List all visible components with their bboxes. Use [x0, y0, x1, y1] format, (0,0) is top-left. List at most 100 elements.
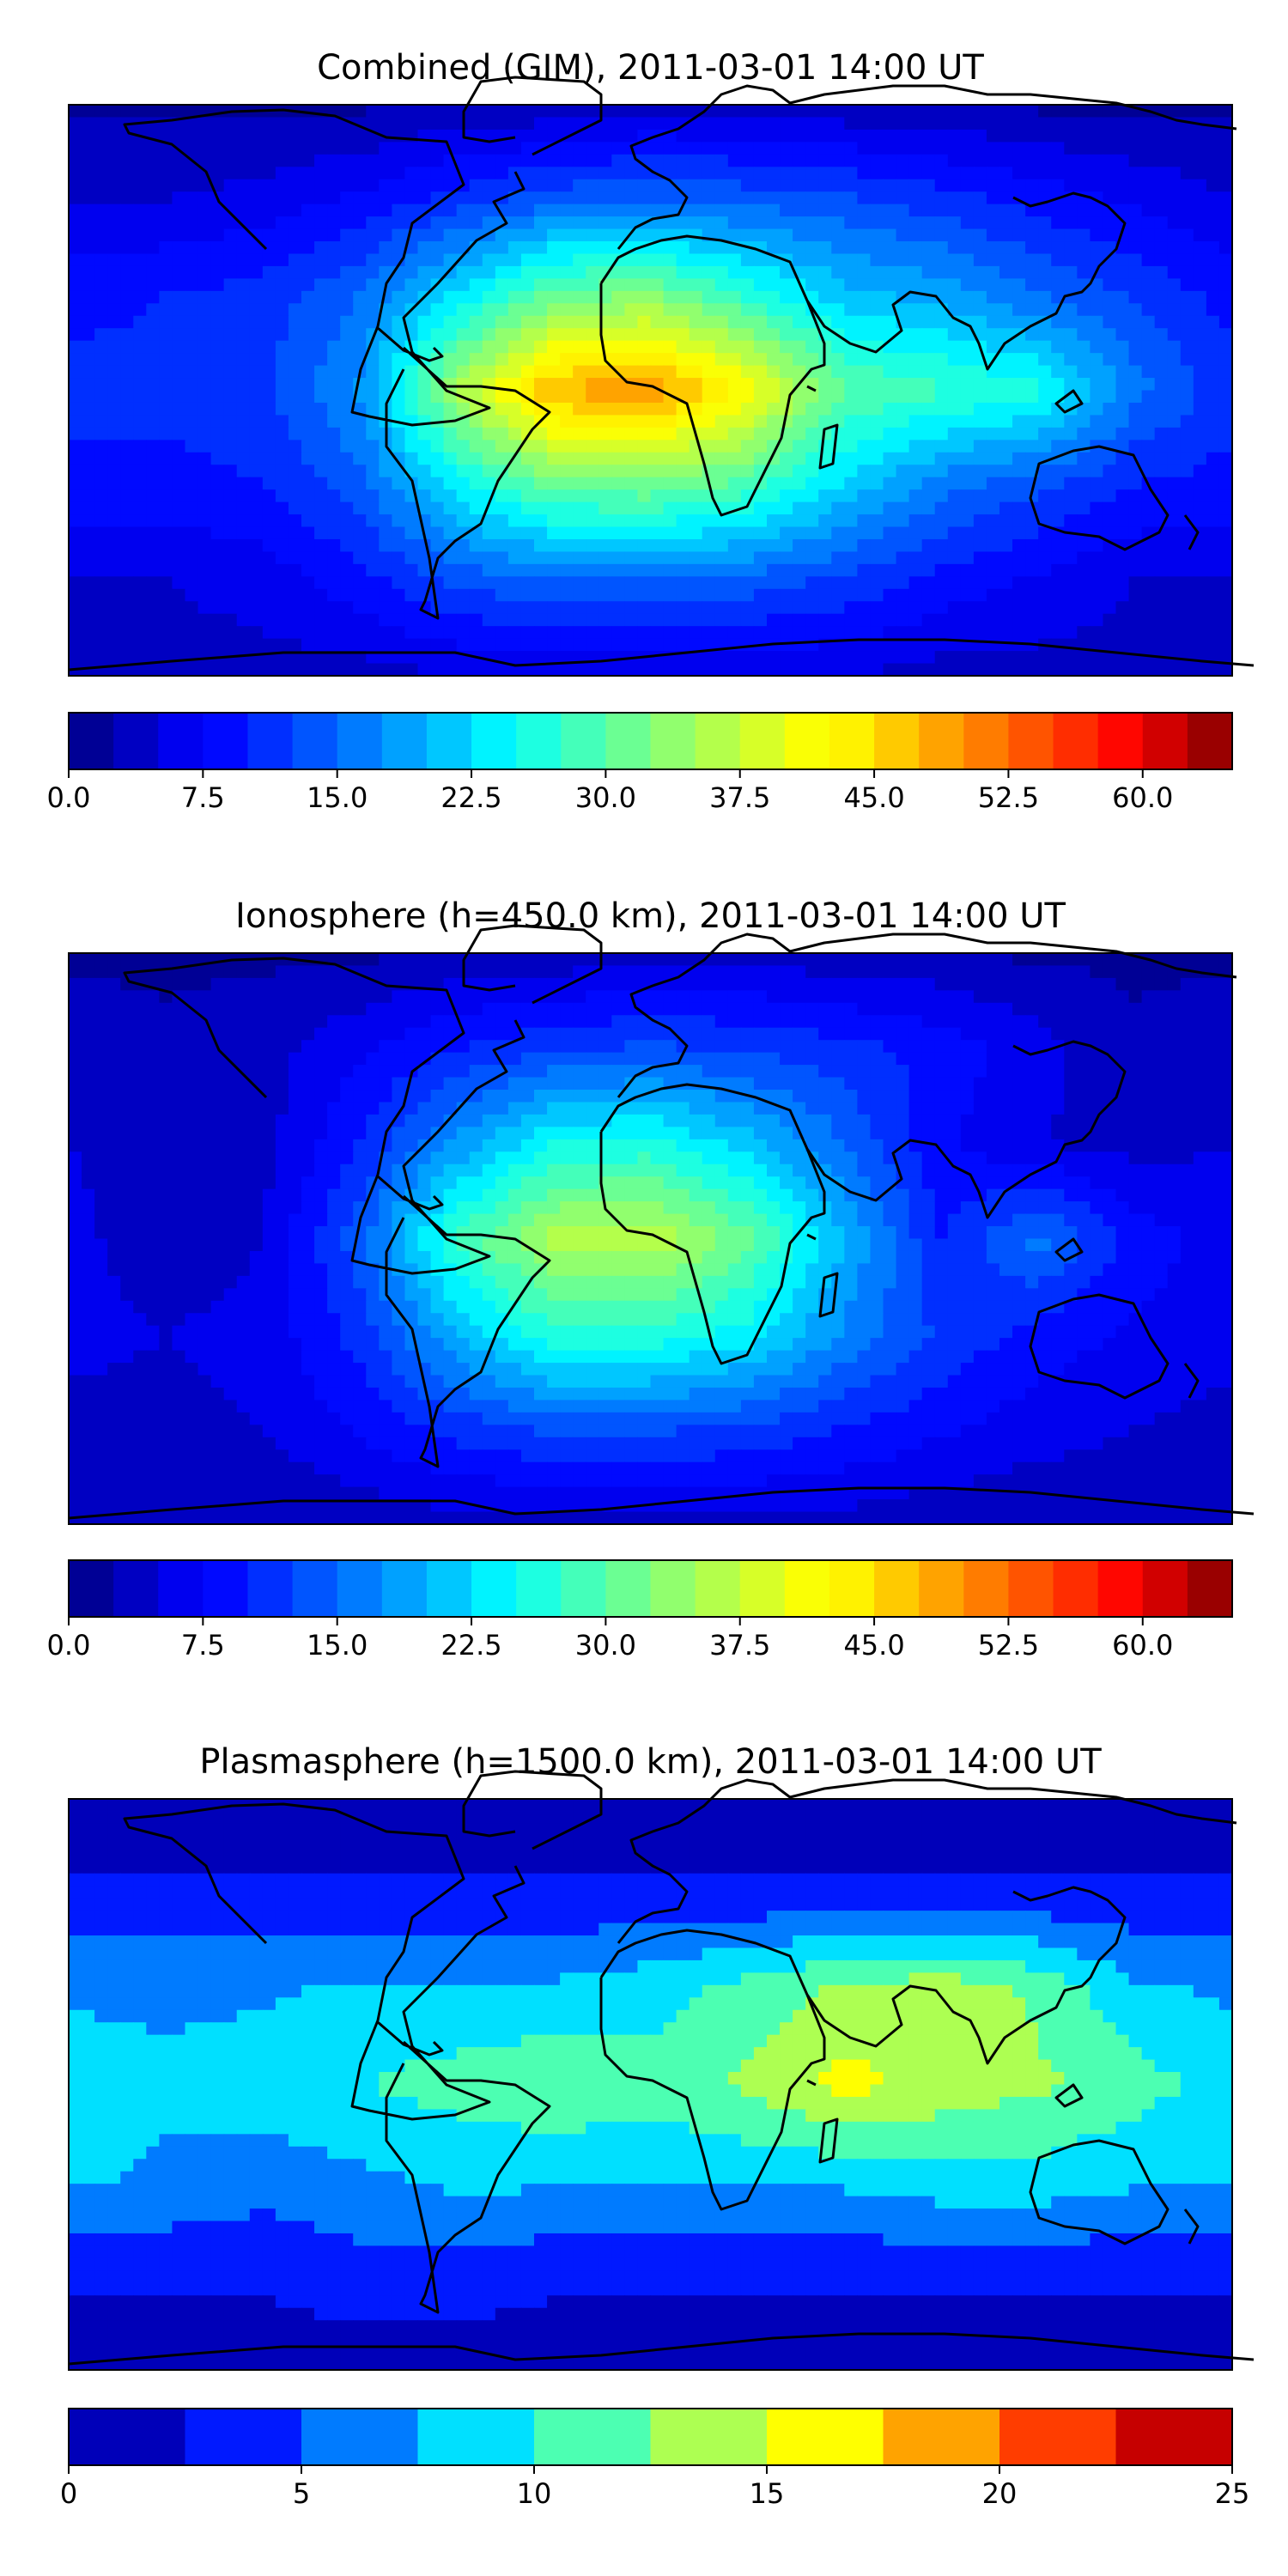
colorbar-tick-label: 7.5 — [181, 781, 225, 814]
heatmap-cell — [1012, 303, 1026, 317]
heatmap-cell — [740, 129, 755, 143]
colorbar-segment — [695, 713, 741, 769]
heatmap-cell — [598, 427, 612, 440]
heatmap-cell — [560, 477, 574, 490]
colorbar-segment — [1008, 713, 1054, 769]
heatmap-cell — [417, 179, 432, 192]
heatmap-cell — [650, 228, 665, 242]
heatmap-cell — [1025, 1052, 1039, 1066]
heatmap-cell — [767, 465, 781, 478]
heatmap-cell — [1218, 1027, 1233, 1041]
heatmap-cell — [353, 501, 367, 515]
heatmap-cell — [507, 576, 522, 590]
heatmap-cell — [831, 427, 845, 440]
heatmap-cell — [107, 601, 121, 615]
heatmap-cell — [94, 315, 108, 329]
heatmap-cell — [1206, 1040, 1220, 1054]
heatmap-cell — [495, 1002, 509, 1016]
heatmap-cell — [560, 105, 574, 118]
heatmap-cell — [520, 278, 535, 292]
heatmap-cell — [831, 142, 845, 155]
heatmap-cell — [999, 613, 1013, 627]
heatmap-cell — [611, 1027, 625, 1041]
heatmap-cell — [857, 265, 872, 279]
heatmap-cell — [159, 452, 173, 465]
heatmap-cell — [379, 1052, 392, 1066]
heatmap-cell — [740, 440, 755, 453]
heatmap-cell — [379, 365, 392, 379]
heatmap-cell — [1038, 663, 1052, 677]
heatmap-cell — [624, 576, 639, 590]
heatmap-cell — [185, 253, 199, 267]
heatmap-cell — [327, 216, 341, 230]
heatmap-cell — [727, 613, 742, 627]
heatmap-cell — [456, 427, 471, 440]
heatmap-cell — [520, 253, 535, 267]
heatmap-cell — [586, 290, 599, 304]
heatmap-cell — [107, 1027, 121, 1041]
heatmap-cell — [1154, 278, 1169, 292]
heatmap-cell — [1038, 402, 1052, 416]
heatmap-cell — [1012, 626, 1026, 640]
heatmap-cell — [69, 402, 82, 416]
heatmap-cell — [857, 415, 872, 428]
heatmap-cell — [547, 601, 561, 615]
heatmap-cell — [210, 105, 225, 118]
heatmap-cell — [1012, 452, 1026, 465]
heatmap-cell — [159, 663, 173, 677]
heatmap-cell — [999, 204, 1013, 217]
heatmap-cell — [908, 216, 923, 230]
heatmap-cell — [908, 154, 923, 167]
heatmap-cell — [973, 613, 987, 627]
heatmap-cell — [1141, 977, 1156, 991]
heatmap-cell — [611, 315, 625, 329]
heatmap-cell — [107, 167, 121, 180]
heatmap-cell — [327, 1027, 341, 1041]
heatmap-cell — [986, 1015, 1000, 1029]
heatmap-cell — [94, 253, 108, 267]
heatmap-cell — [714, 216, 729, 230]
heatmap-cell — [676, 415, 690, 428]
heatmap-cell — [1090, 563, 1104, 577]
heatmap-cell — [1103, 990, 1117, 1004]
heatmap-cell — [560, 538, 574, 553]
heatmap-cell — [586, 378, 599, 392]
heatmap-cell — [366, 551, 380, 565]
heatmap-cell — [120, 626, 134, 640]
heatmap-cell — [275, 440, 289, 453]
heatmap-cell — [1025, 290, 1039, 304]
heatmap-cell — [844, 1040, 858, 1054]
heatmap-cell — [1128, 588, 1143, 602]
heatmap-cell — [495, 551, 509, 565]
heatmap-cell — [249, 638, 264, 652]
heatmap-cell — [340, 167, 354, 180]
heatmap-cell — [379, 340, 392, 354]
heatmap-cell — [1193, 378, 1207, 392]
heatmap-cell — [1206, 638, 1220, 652]
heatmap-cell — [146, 265, 160, 279]
heatmap-cell — [520, 142, 535, 155]
heatmap-cell — [780, 365, 793, 379]
heatmap-cell — [1167, 353, 1182, 367]
heatmap-cell — [353, 514, 367, 528]
heatmap-cell — [1103, 328, 1117, 342]
heatmap-cell — [146, 353, 160, 367]
heatmap-cell — [805, 241, 819, 255]
heatmap-cell — [844, 663, 858, 677]
heatmap-cell — [482, 1052, 496, 1066]
heatmap-cell — [314, 651, 328, 665]
colorbar: 0.0 7.5 15.0 22.5 30.0 37.5 45.0 52.5 60.0 — [47, 712, 1233, 814]
heatmap-cell — [896, 1015, 910, 1029]
heatmap-cell — [740, 651, 755, 665]
heatmap-cell — [94, 953, 108, 967]
heatmap-cell — [94, 1052, 108, 1066]
heatmap-cell — [185, 303, 199, 317]
heatmap-cell — [1206, 526, 1220, 540]
heatmap-cell — [650, 402, 665, 416]
heatmap-cell — [404, 613, 419, 627]
heatmap-cell — [314, 117, 328, 131]
heatmap-cell — [520, 965, 535, 979]
heatmap-cell — [185, 965, 199, 979]
heatmap-cell — [844, 290, 858, 304]
heatmap-cell — [456, 278, 471, 292]
